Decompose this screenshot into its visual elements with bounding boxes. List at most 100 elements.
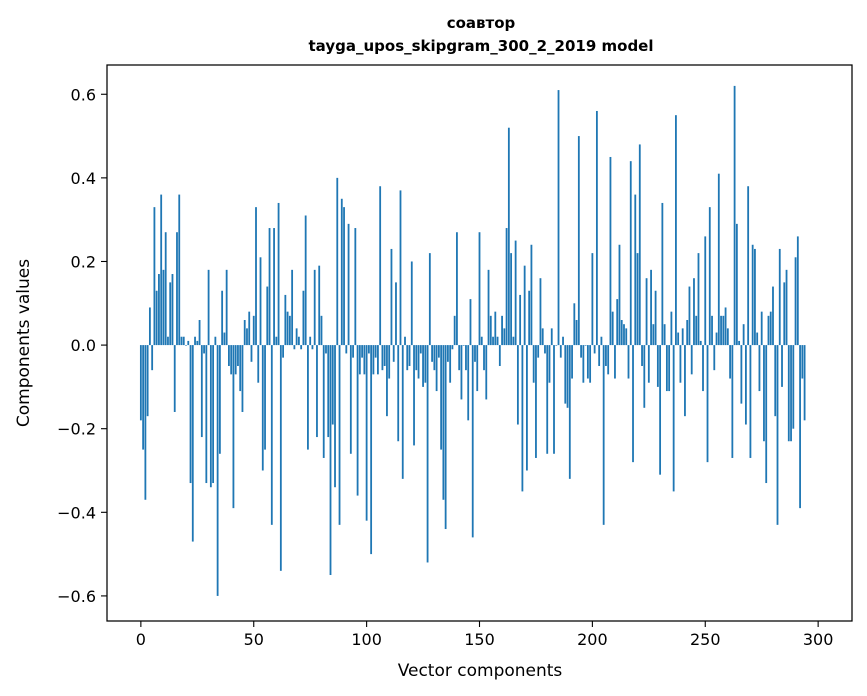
bar [446,345,449,362]
bar [234,345,237,375]
bar [507,127,510,346]
bar [415,345,418,371]
bar [453,315,456,346]
bar [650,269,652,346]
bar [553,345,555,454]
y-tick-label: −0.2 [57,420,96,439]
bar [715,332,718,346]
bar [769,311,772,346]
bar [623,324,625,346]
bar [537,345,540,358]
bar [408,345,411,366]
bar [471,345,474,538]
bar [241,345,244,412]
bar [530,244,533,346]
bar [146,345,149,417]
bar [494,311,497,346]
bar [521,345,524,492]
bar [417,345,420,379]
bar [704,236,707,346]
bar [564,345,567,404]
bar [176,232,178,346]
bar [437,345,440,358]
bar [270,345,273,525]
bar [726,328,729,346]
bar [381,345,384,371]
bar [356,345,359,496]
bar [677,332,680,346]
bar [347,223,350,346]
bar [264,345,266,450]
bar [498,345,501,366]
bar [419,345,422,354]
bar [611,311,614,346]
bar [713,345,716,371]
bar [230,345,233,375]
y-tick-label: 0.6 [71,85,96,104]
bar [550,328,553,346]
x-tick-label: 150 [464,630,495,649]
bar [401,345,404,479]
bar [505,228,508,346]
bar [404,336,406,346]
bar [661,202,664,346]
bar [605,345,607,366]
bar [532,345,535,383]
bar [731,345,734,458]
bar [501,315,503,346]
x-tick-label: 300 [803,630,834,649]
bar [449,345,452,383]
bar [663,324,666,346]
bar [268,228,271,346]
bar [169,282,172,346]
bar [600,336,603,346]
bar [444,345,447,530]
bar [489,315,492,346]
bar [354,228,357,346]
bar [142,345,145,450]
bar [625,328,628,346]
bar [785,269,788,346]
bar [167,336,169,346]
bar [526,345,528,471]
bar [162,269,165,346]
bar [735,223,738,346]
bar [492,336,494,346]
bar [485,345,488,400]
bar [291,269,294,346]
bar [598,345,601,366]
bar [474,345,476,362]
bar [390,248,393,346]
bar [456,232,458,346]
bar [336,177,339,346]
bar [266,286,269,346]
x-tick-label: 100 [351,630,382,649]
bar [711,315,713,346]
bar [214,336,217,346]
bar [451,345,454,350]
bar [397,345,400,442]
bar [325,345,327,354]
bar [338,345,341,525]
bar [591,253,594,346]
bar [589,345,592,383]
bar [618,244,621,346]
bar [178,194,181,346]
bar [670,311,673,346]
bar [693,278,695,346]
chart-title: соавтор [447,14,516,32]
bar [690,345,693,375]
bar [476,345,479,392]
bar [672,345,675,492]
bar [654,290,657,346]
bar [383,345,386,366]
bar [559,345,562,358]
bar [566,345,569,408]
bar [426,345,429,563]
bar [279,345,282,571]
bar [275,336,278,346]
bar [361,345,364,358]
bar [155,290,158,346]
bar [273,228,275,346]
bar [316,345,318,438]
